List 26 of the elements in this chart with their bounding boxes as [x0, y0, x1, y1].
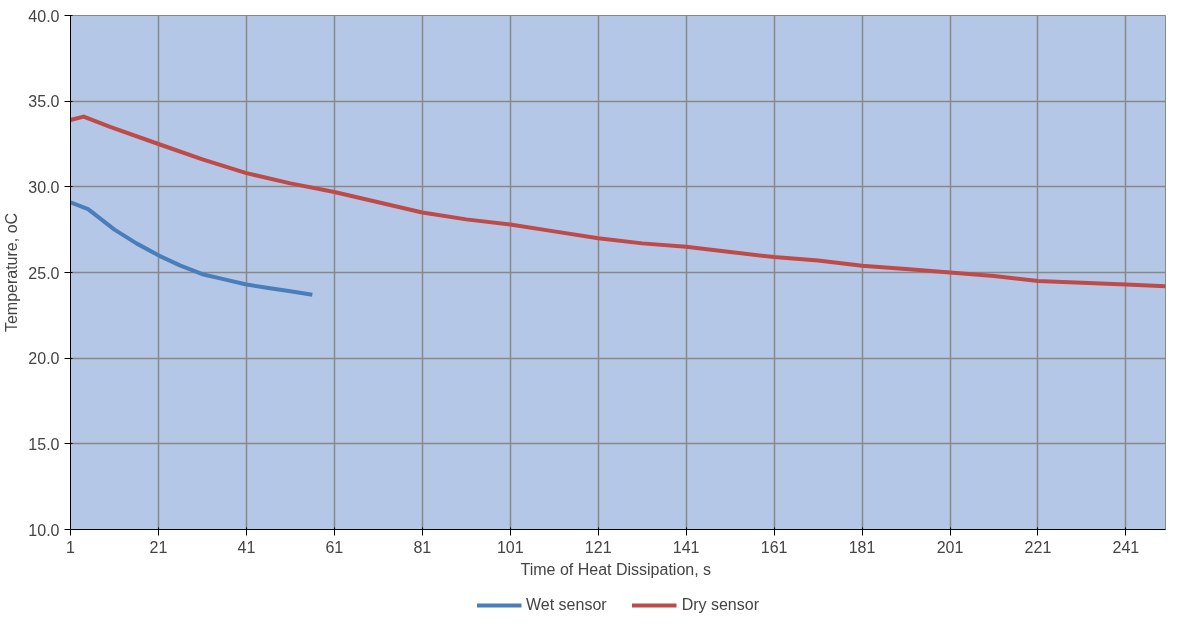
y-tick-label: 35.0 [28, 93, 60, 111]
y-tick-label: 30.0 [28, 178, 60, 196]
x-tick-label: 201 [936, 538, 964, 556]
x-tick-label: 41 [237, 538, 256, 556]
y-tick-label: 40.0 [28, 7, 60, 25]
line-series [70, 114, 1166, 289]
x-tick-label: 61 [325, 538, 344, 556]
x-tick-label: 241 [1112, 538, 1140, 556]
x-tick-label: 81 [413, 538, 432, 556]
y-tick-label: 15.0 [28, 435, 60, 453]
line-series [70, 200, 315, 297]
x-axis-title: Time of Heat Dissipation, s [520, 560, 712, 578]
x-tick-label: 21 [149, 538, 168, 556]
y-axis-title: Temperature, oC [3, 212, 21, 333]
legend-label: Wet sensor [526, 596, 607, 614]
legend-label: Dry sensor [681, 596, 759, 614]
x-tick-label: 141 [672, 538, 700, 556]
x-tick-label: 1 [66, 538, 76, 556]
y-tick-label: 10.0 [28, 521, 60, 539]
x-tick-label: 221 [1024, 538, 1052, 556]
x-tick-label: 161 [760, 538, 788, 556]
y-tick-label: 20.0 [28, 350, 60, 368]
x-tick-label: 121 [584, 538, 612, 556]
x-tick-label: 181 [848, 538, 876, 556]
y-tick-label: 25.0 [28, 264, 60, 282]
x-tick-label: 101 [496, 538, 524, 556]
